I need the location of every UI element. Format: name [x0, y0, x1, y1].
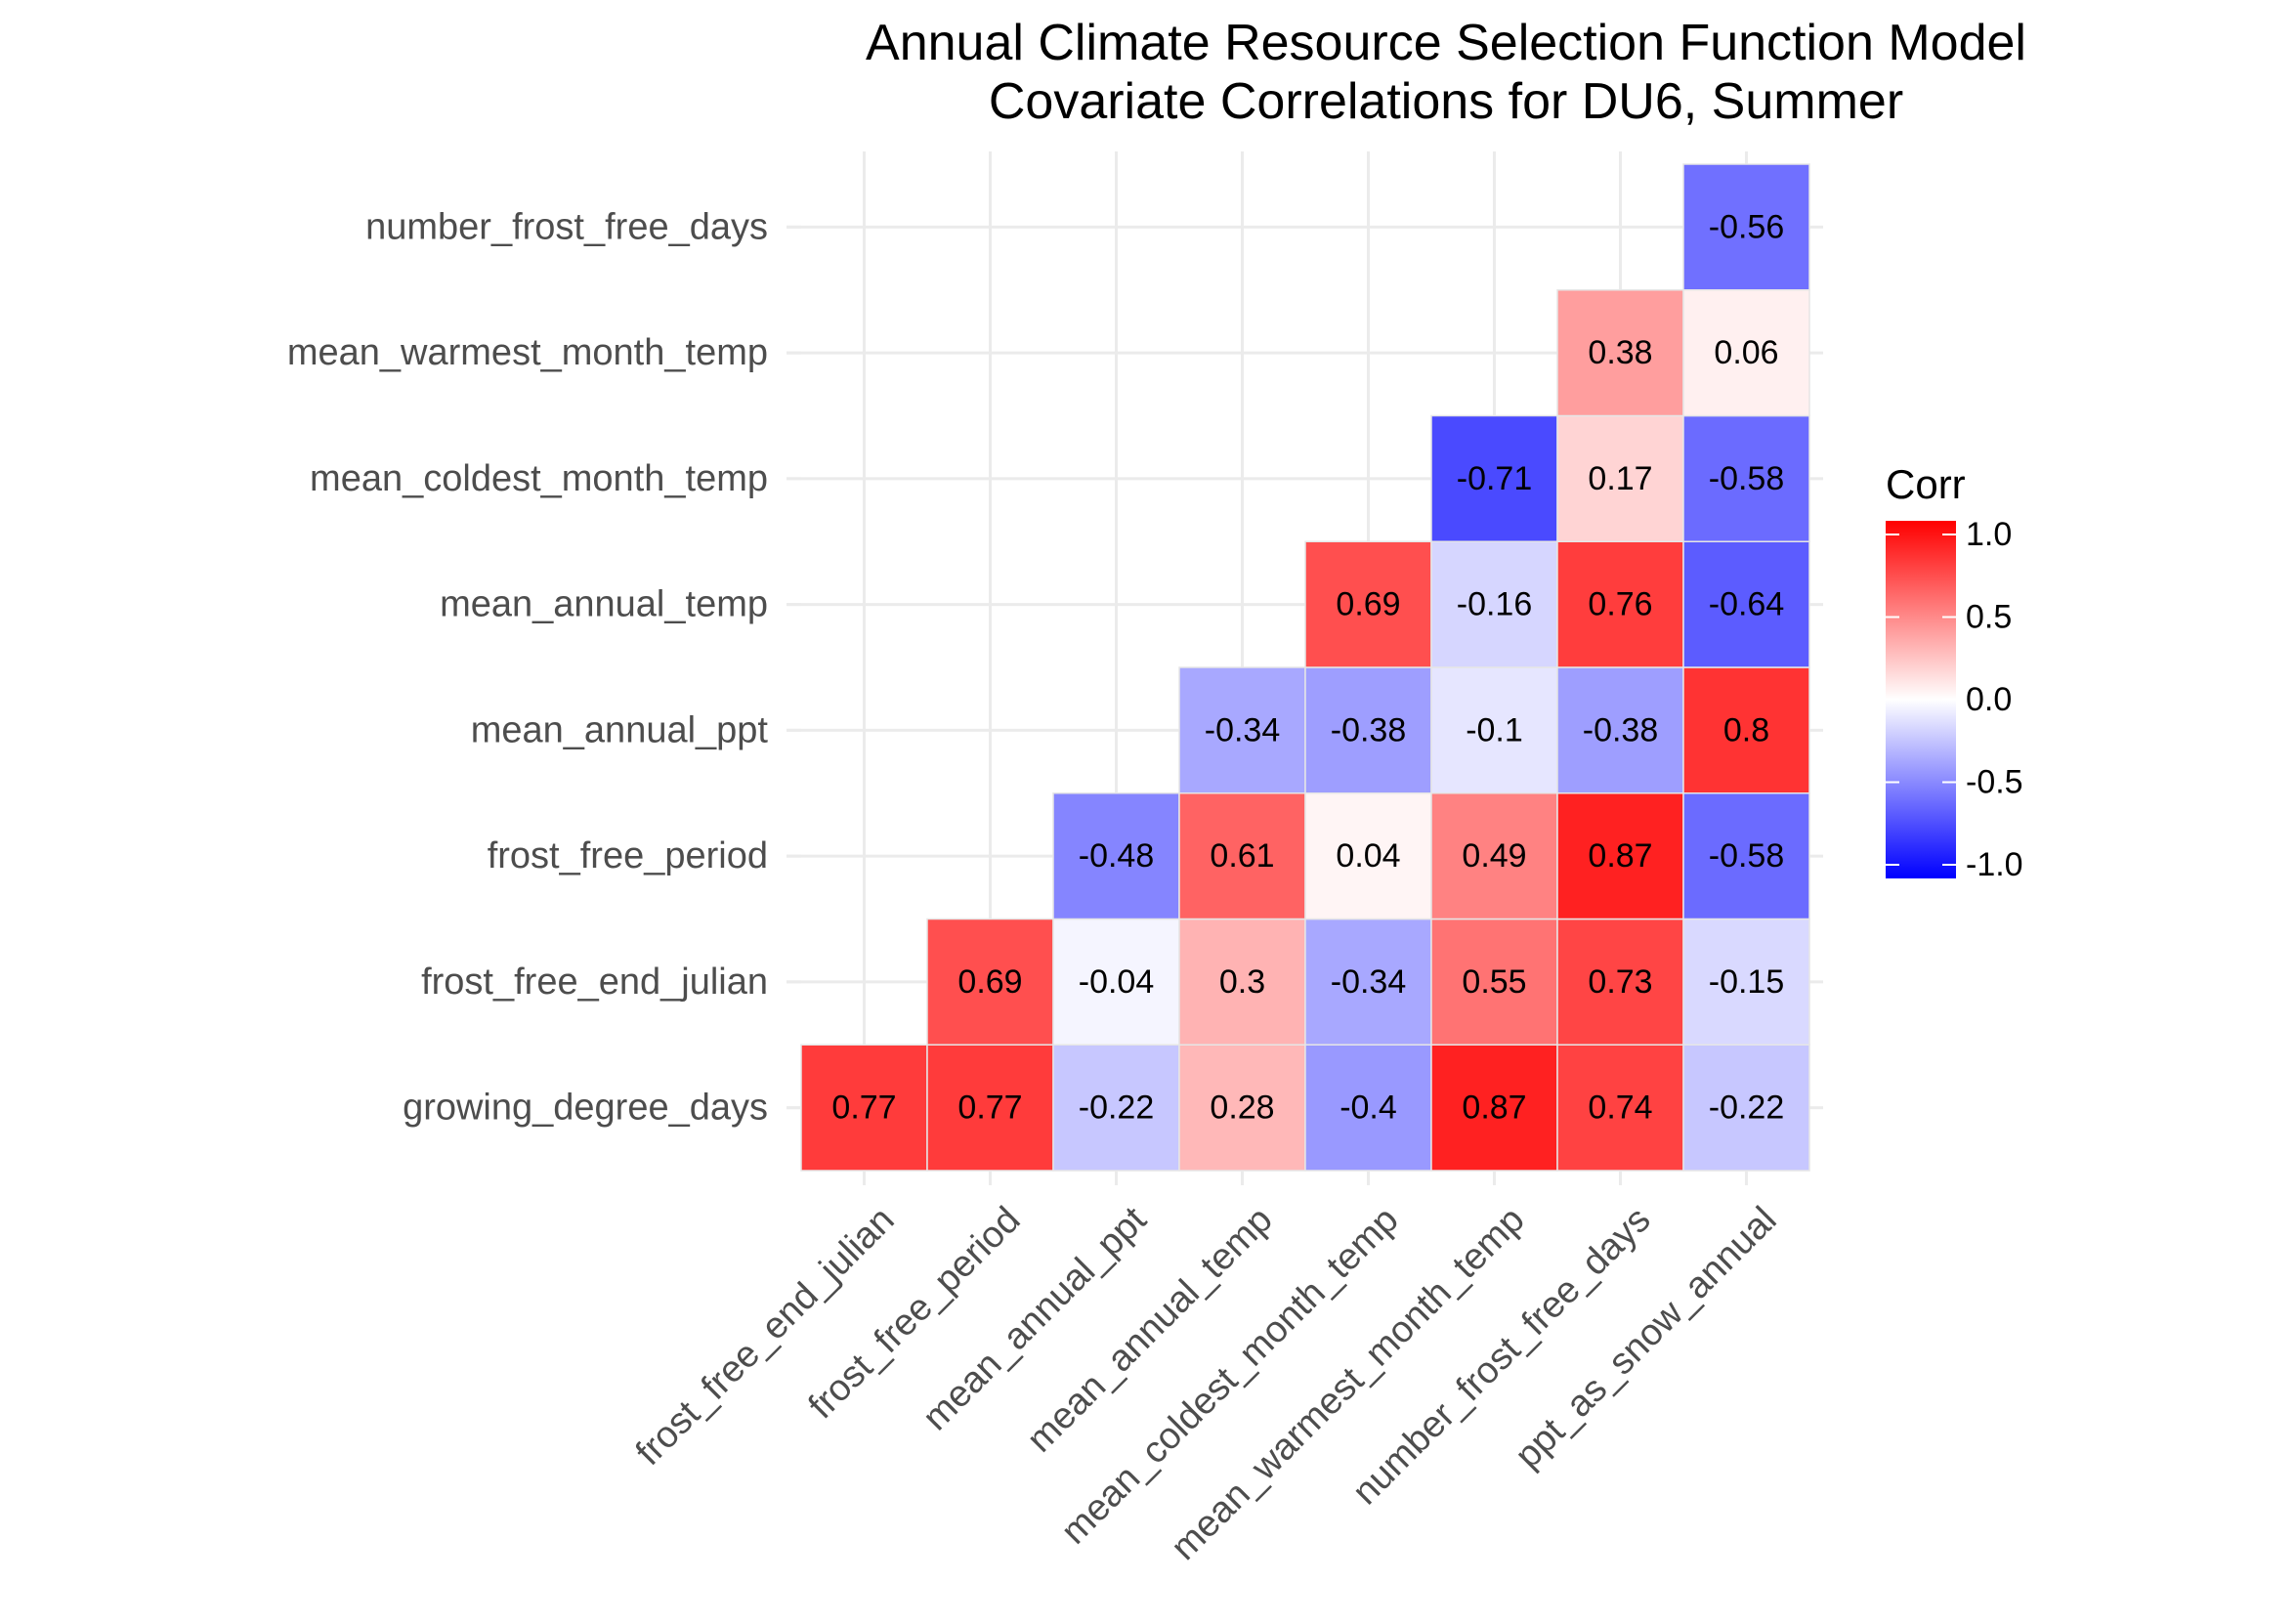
cell-value-label: 0.28 [1210, 1090, 1274, 1127]
cell-value-label: 0.69 [957, 963, 1022, 1001]
y-tick-label: frost_free_period [488, 835, 768, 876]
cell-value-label: -0.38 [1331, 711, 1407, 748]
x-axis: frost_free_end_julianfrost_free_periodme… [628, 1171, 1785, 1568]
cell-value-label: -0.4 [1339, 1090, 1397, 1127]
heatmap-cell [1556, 1044, 1684, 1172]
legend-break-label: -0.5 [1966, 764, 2023, 801]
heatmap-cell [1178, 918, 1306, 1046]
cell-value-label: 0.17 [1588, 460, 1652, 497]
y-tick-label: frost_free_end_julian [421, 962, 768, 1003]
heatmap-cell [1304, 1044, 1432, 1172]
cell-value-label: 0.69 [1336, 586, 1400, 623]
cell-value-label: 0.77 [831, 1090, 896, 1127]
cell-value-label: 0.77 [957, 1090, 1022, 1127]
cell-value-label: 0.8 [1723, 711, 1769, 748]
chart-title-line-2: Covariate Correlations for DU6, Summer [988, 73, 1904, 130]
heatmap-cell [1304, 918, 1432, 1046]
heatmap-cell [1304, 792, 1432, 920]
y-tick-label: mean_annual_ppt [471, 709, 769, 750]
cell-value-label: 0.61 [1210, 837, 1274, 875]
cell-value-label: -0.48 [1079, 837, 1155, 875]
y-tick-label: number_frost_free_days [365, 206, 768, 247]
heatmap-cell [1682, 289, 1810, 417]
heatmap-cell [1430, 666, 1558, 794]
y-tick-label: mean_warmest_month_temp [287, 332, 768, 373]
cell-value-label: -0.34 [1205, 711, 1281, 748]
heatmap-cell [1556, 666, 1684, 794]
cell-value-label: -0.64 [1709, 586, 1785, 623]
x-tick-label: frost_free_period [801, 1199, 1029, 1427]
cell-value-label: -0.04 [1079, 963, 1155, 1001]
x-tick-label: mean_annual_temp [1019, 1199, 1280, 1460]
heatmap-cell [1556, 792, 1684, 920]
cell-label-layer: 0.77 0.77 -0.22 0.28 -0.4 0.87 0.74 -0.22 0.69 -0… [831, 208, 1784, 1126]
heatmap-cell [1682, 792, 1810, 920]
cell-value-label: -0.58 [1709, 837, 1785, 875]
y-tick-label: mean_annual_temp [440, 584, 768, 625]
cell-value-label: -0.38 [1583, 711, 1659, 748]
cell-value-label: -0.1 [1466, 711, 1523, 748]
cell-value-label: 0.87 [1462, 1090, 1526, 1127]
y-tick-label: mean_coldest_month_temp [310, 458, 768, 499]
chart-title-line-1: Annual Climate Resource Selection Functi… [866, 15, 2026, 71]
heatmap-cell [1304, 666, 1432, 794]
legend-break-label: -1.0 [1966, 846, 2023, 883]
heatmap-cell [1556, 289, 1684, 417]
heatmap-cell [1178, 666, 1306, 794]
cell-value-label: 0.74 [1588, 1090, 1652, 1127]
cell-value-label: -0.15 [1709, 963, 1785, 1001]
cell-value-label: -0.22 [1079, 1090, 1155, 1127]
heatmap-cell [1430, 540, 1558, 668]
cell-value-label: -0.16 [1457, 586, 1533, 623]
cell-value-label: -0.34 [1331, 963, 1407, 1001]
heatmap-cell [1430, 1044, 1558, 1172]
y-tick-label: growing_degree_days [403, 1088, 768, 1129]
cell-value-label: -0.22 [1709, 1090, 1785, 1127]
heatmap-cell [1682, 918, 1810, 1046]
legend-break-label: 0.5 [1966, 599, 2012, 636]
heatmap-cell [1430, 792, 1558, 920]
heatmap-cell [1052, 792, 1180, 920]
x-tick-label: mean_annual_ppt [915, 1199, 1155, 1438]
cell-value-label: 0.3 [1219, 963, 1265, 1001]
y-axis: growing_degree_days frost_free_end_julian… [287, 206, 801, 1129]
heatmap-cell [1430, 414, 1558, 542]
cell-value-label: 0.55 [1462, 963, 1526, 1001]
cell-layer [800, 163, 1810, 1172]
cell-value-label: -0.56 [1709, 208, 1785, 245]
cell-value-label: 0.49 [1462, 837, 1526, 875]
cell-value-label: 0.76 [1588, 586, 1652, 623]
cell-value-label: 0.04 [1336, 837, 1400, 875]
legend: Corr 1.0 0.5 0.0 -0.5 -1.0 [1886, 461, 2023, 883]
heatmap-cell [1556, 414, 1684, 542]
cell-value-label: -0.71 [1457, 460, 1533, 497]
heatmap-cell [1052, 1044, 1180, 1172]
heatmap-cell [1304, 540, 1432, 668]
legend-break-label: 1.0 [1966, 516, 2012, 553]
cell-value-label: 0.06 [1714, 334, 1778, 371]
heatmap-cell [1556, 918, 1684, 1046]
cell-value-label: 0.38 [1588, 334, 1652, 371]
heatmap-cell [1052, 918, 1180, 1046]
legend-title: Corr [1886, 461, 1966, 507]
cell-value-label: 0.87 [1588, 837, 1652, 875]
legend-break-label: 0.0 [1966, 681, 2012, 718]
x-tick-label: ppt_as_snow_annual [1508, 1199, 1785, 1476]
heatmap-cell [1682, 540, 1810, 668]
heatmap-cell [1682, 666, 1810, 794]
heatmap-cell [1430, 918, 1558, 1046]
cell-value-label: 0.73 [1588, 963, 1652, 1001]
cell-value-label: -0.58 [1709, 460, 1785, 497]
heatmap-cell [1682, 163, 1810, 291]
